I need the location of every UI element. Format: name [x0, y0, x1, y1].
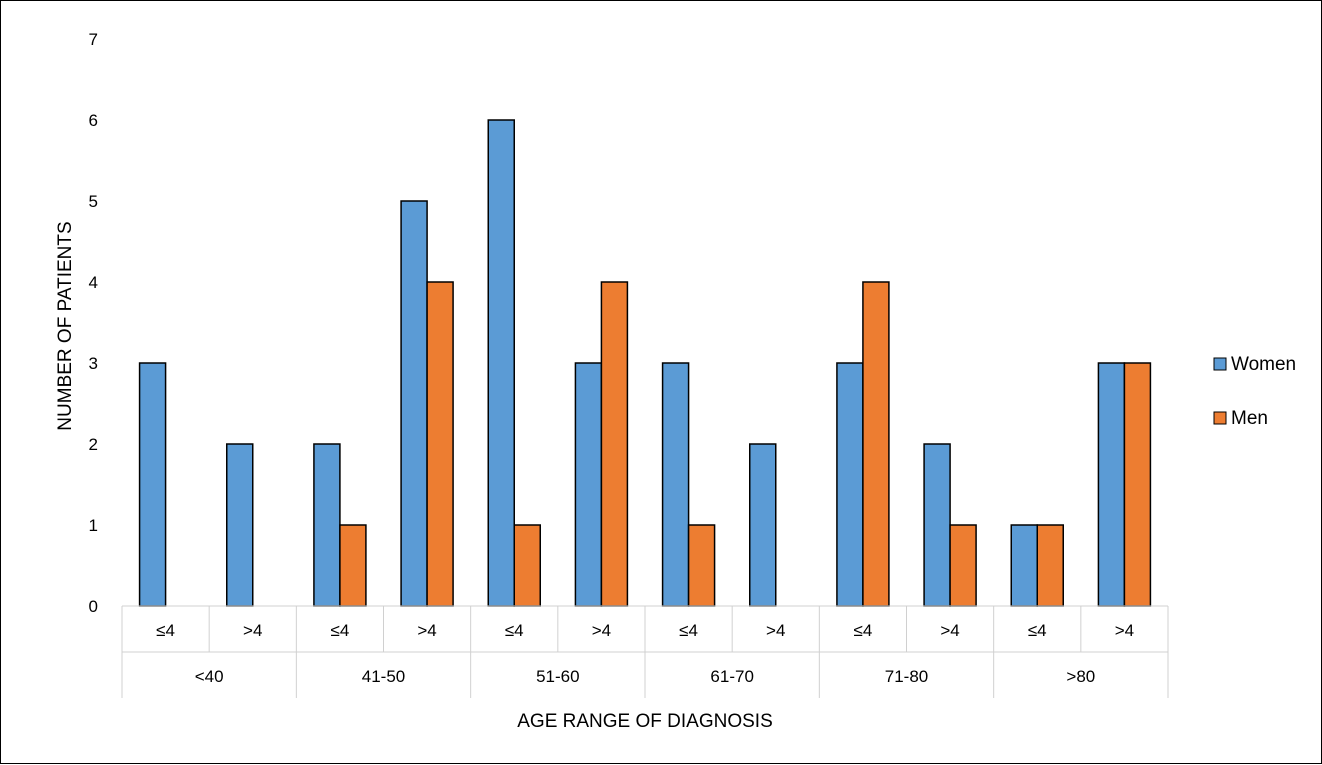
bar-women: [923, 443, 951, 607]
bar-women: [400, 200, 428, 607]
legend-label-women: Women: [1231, 354, 1296, 375]
x-category-label: >4: [1115, 621, 1134, 640]
bar-women: [1097, 362, 1126, 607]
bar-men: [1123, 362, 1152, 607]
x-axis-title: AGE RANGE OF DIAGNOSIS: [517, 711, 773, 732]
x-axis: ≤4 >4 <40 ≤4 >4 41-50 ≤4 >4 51-60 ≤4 >4 61-70 ≤4 >4 71…: [121, 605, 1169, 698]
bar-women: [313, 443, 341, 607]
y-axis-title: NUMBER OF PATIENTS: [55, 221, 76, 430]
bar-men: [513, 524, 541, 607]
x-group-label: 41-50: [362, 667, 405, 686]
y-tick-label: 3: [89, 354, 98, 373]
bar-men: [600, 281, 629, 607]
bar-men: [426, 281, 454, 607]
bar-women: [574, 362, 603, 607]
x-group-label: >80: [1066, 667, 1095, 686]
bar-men: [687, 524, 716, 607]
y-axis-tick-labels: 0 1 2 3 4 5 6 7: [89, 30, 98, 616]
x-category-label: ≤4: [854, 621, 873, 640]
x-category-label: >4: [766, 621, 785, 640]
y-tick-label: 6: [89, 111, 98, 130]
legend-swatch-men: [1213, 411, 1227, 425]
x-category-label: ≤4: [505, 621, 524, 640]
x-group-label: 61-70: [710, 667, 753, 686]
x-category-label: ≤4: [1028, 621, 1047, 640]
legend-swatch-women: [1213, 357, 1227, 371]
bar-women: [226, 443, 254, 607]
bar-women: [749, 443, 777, 607]
x-group-label: 71-80: [885, 667, 928, 686]
x-category-label: ≤4: [331, 621, 350, 640]
x-category-label: >4: [940, 621, 959, 640]
bars: [138, 119, 1152, 607]
bar-men: [339, 524, 367, 607]
y-tick-label: 2: [89, 435, 98, 454]
x-category-label: >4: [592, 621, 611, 640]
x-group-label: <40: [195, 667, 224, 686]
legend: Women Men: [1213, 354, 1296, 429]
x-category-label: ≤4: [679, 621, 698, 640]
legend-label-men: Men: [1231, 408, 1268, 429]
x-group-label: 51-60: [536, 667, 579, 686]
bar-women: [487, 119, 515, 607]
y-tick-label: 7: [89, 30, 98, 49]
bar-men: [862, 281, 890, 607]
bar-men: [949, 524, 977, 607]
bar-women: [138, 362, 167, 607]
bar-men: [1036, 524, 1064, 607]
bar-women: [1010, 524, 1038, 607]
x-category-label: >4: [243, 621, 262, 640]
y-tick-label: 5: [89, 192, 98, 211]
x-category-label: >4: [417, 621, 436, 640]
y-tick-label: 0: [89, 597, 98, 616]
x-category-label: ≤4: [156, 621, 175, 640]
y-tick-label: 1: [89, 516, 98, 535]
bar-women: [661, 362, 690, 607]
y-tick-label: 4: [89, 273, 98, 292]
bar-women: [836, 362, 864, 607]
